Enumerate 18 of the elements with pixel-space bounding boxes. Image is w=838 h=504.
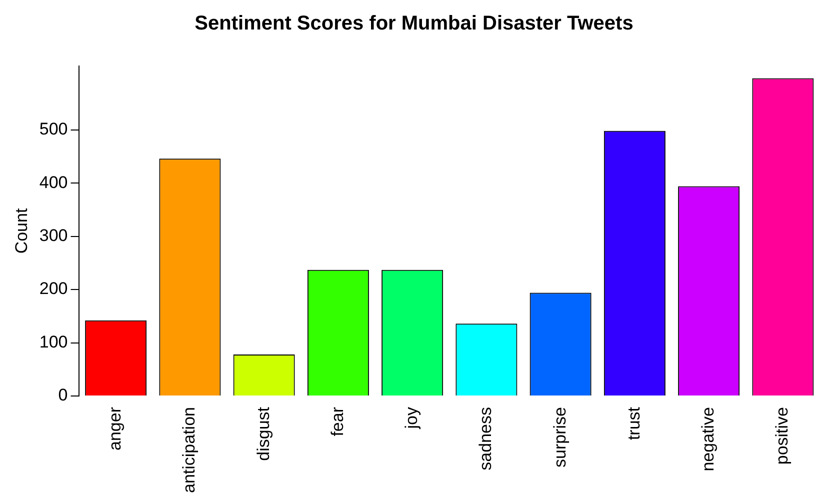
x-tick-label: surprise	[550, 406, 570, 468]
y-tick-label: 400	[39, 172, 68, 192]
y-axis-title: Count	[12, 208, 31, 254]
y-tick-label: 0	[58, 386, 68, 405]
x-tick-label: sadness	[476, 406, 496, 470]
x-tick-label: fear	[328, 406, 347, 436]
x-tick-label: joy	[402, 406, 422, 430]
y-tick-label: 100	[39, 332, 68, 352]
y-tick-label: 500	[39, 120, 68, 139]
x-tick-label: anticipation	[180, 406, 199, 494]
x-tick-label: trust	[624, 406, 644, 440]
x-tick-label: disgust	[254, 406, 273, 461]
chart-title: Sentiment Scores for Mumbai Disaster Tweets	[194, 12, 634, 35]
x-tick-label: anger	[106, 406, 125, 450]
x-tick-label: negative	[698, 406, 718, 472]
x-tick-label: positive	[772, 406, 792, 465]
y-tick-label: 300	[39, 226, 68, 246]
y-tick-label: 200	[39, 279, 68, 298]
